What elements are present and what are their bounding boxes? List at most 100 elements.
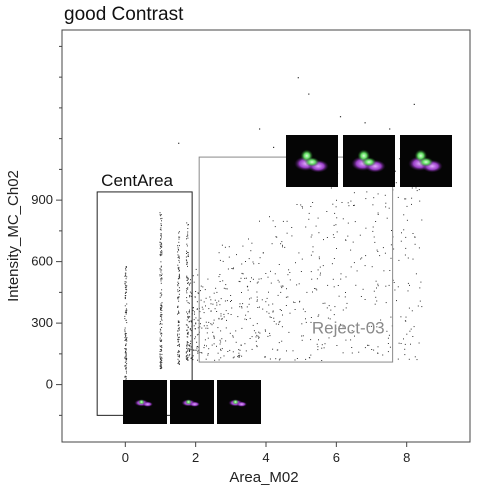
data-point: [189, 284, 190, 286]
data-point: [358, 351, 360, 353]
data-point: [159, 247, 161, 249]
data-point: [264, 329, 266, 331]
data-point: [189, 348, 190, 350]
data-point: [177, 352, 179, 354]
data-point: [124, 333, 126, 335]
data-point: [187, 356, 189, 358]
data-point: [364, 122, 366, 124]
data-point: [159, 274, 161, 276]
data-point: [317, 217, 319, 219]
data-point: [207, 353, 209, 355]
data-point: [190, 329, 192, 331]
data-point: [235, 330, 237, 332]
data-point: [268, 304, 270, 306]
data-point: [377, 212, 379, 214]
data-point: [160, 303, 162, 305]
data-point: [125, 349, 127, 351]
data-point: [177, 297, 179, 299]
data-point: [125, 312, 127, 314]
data-point: [370, 325, 372, 327]
data-point: [364, 347, 366, 349]
data-point: [377, 283, 379, 285]
data-point: [186, 358, 187, 360]
data-point: [216, 304, 218, 306]
data-point: [235, 341, 237, 343]
data-point: [328, 305, 330, 307]
data-point: [395, 182, 397, 184]
data-point: [333, 258, 335, 259]
data-point: [160, 295, 162, 297]
data-point: [241, 306, 243, 308]
data-point: [124, 305, 126, 307]
data-point: [189, 344, 191, 346]
data-point: [244, 277, 246, 279]
gate-label-reject-03: Reject-03: [312, 318, 385, 337]
data-point: [287, 296, 289, 298]
data-point: [394, 289, 396, 291]
data-point: [345, 307, 347, 309]
data-point: [190, 357, 192, 359]
data-point: [177, 322, 179, 323]
data-point: [255, 340, 257, 342]
data-point: [280, 291, 282, 293]
data-point: [205, 305, 206, 307]
data-point: [178, 339, 180, 340]
data-point: [411, 187, 413, 189]
data-point: [220, 318, 222, 320]
data-point: [414, 356, 416, 358]
data-point: [274, 273, 276, 275]
data-point: [302, 308, 304, 310]
data-point: [408, 358, 410, 360]
data-point: [275, 236, 277, 238]
data-point: [177, 358, 179, 360]
data-point: [335, 224, 337, 226]
data-point: [220, 298, 222, 300]
data-point: [160, 363, 161, 365]
data-point: [281, 326, 283, 328]
data-point: [197, 327, 199, 329]
data-point: [177, 278, 179, 280]
data-point: [296, 284, 298, 286]
cell-image-2: [170, 380, 214, 424]
x-tick-label: 0: [122, 450, 129, 465]
data-point: [207, 278, 209, 280]
data-point: [160, 238, 162, 240]
data-point: [367, 344, 368, 346]
data-point: [238, 356, 240, 358]
cell-image-5: [343, 135, 395, 187]
data-point: [187, 255, 189, 257]
data-point: [259, 128, 261, 130]
data-point: [275, 323, 277, 325]
data-point: [270, 317, 272, 318]
data-point: [221, 318, 223, 320]
data-point: [407, 257, 409, 259]
data-point: [125, 335, 127, 337]
data-point: [419, 287, 421, 289]
data-point: [269, 216, 270, 218]
data-point: [186, 336, 188, 338]
data-point: [251, 242, 253, 244]
data-point: [210, 299, 212, 301]
data-point: [125, 377, 127, 379]
data-point: [160, 365, 162, 367]
data-point: [210, 310, 212, 312]
data-point: [159, 228, 161, 230]
x-axis-label: Area_M02: [229, 469, 298, 486]
data-point: [190, 346, 192, 348]
data-point: [190, 340, 192, 342]
data-point: [160, 329, 162, 331]
data-point: [273, 146, 275, 148]
data-point: [261, 299, 263, 301]
data-point: [375, 280, 377, 282]
data-point: [207, 327, 209, 329]
data-point: [160, 242, 162, 244]
data-point: [161, 273, 163, 275]
data-point: [300, 271, 302, 272]
data-point: [187, 251, 189, 253]
data-point: [252, 261, 254, 263]
data-point: [161, 319, 163, 321]
data-point: [179, 236, 181, 238]
data-point: [161, 236, 162, 238]
data-point: [382, 354, 384, 356]
data-point: [125, 268, 126, 270]
